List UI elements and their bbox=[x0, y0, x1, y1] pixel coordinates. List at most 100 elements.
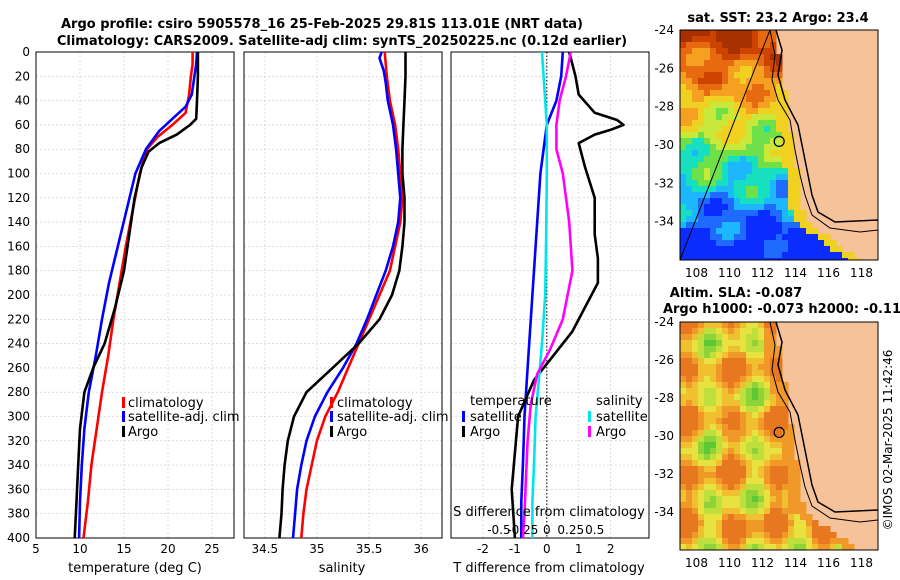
sla-cell bbox=[770, 424, 777, 431]
sst-cell bbox=[740, 114, 747, 121]
sst-cell bbox=[686, 186, 693, 193]
sst-cell bbox=[770, 174, 777, 181]
map-lon-tick-label: 110 bbox=[718, 266, 741, 280]
sst-cell bbox=[812, 228, 819, 235]
sst-cell bbox=[734, 144, 741, 151]
sla-cell bbox=[728, 478, 735, 485]
sst-cell bbox=[764, 96, 771, 103]
sst-cell bbox=[746, 108, 753, 115]
sst-cell bbox=[710, 84, 717, 91]
sla-cell bbox=[722, 526, 729, 533]
sst-cell bbox=[788, 258, 795, 260]
sst-cell bbox=[740, 222, 747, 229]
sst-cell bbox=[770, 186, 777, 193]
sst-cell bbox=[692, 210, 699, 217]
sst-cell bbox=[752, 228, 759, 235]
sla-cell bbox=[764, 436, 771, 443]
sla-cell bbox=[782, 508, 789, 515]
sst-cell bbox=[698, 114, 705, 121]
sst-cell bbox=[806, 258, 813, 260]
sst-cell bbox=[686, 54, 693, 61]
sla-cell bbox=[752, 406, 759, 413]
sla-cell bbox=[752, 334, 759, 341]
sst-cell bbox=[776, 210, 783, 217]
sla-cell bbox=[788, 502, 795, 509]
sst-cell bbox=[758, 210, 765, 217]
sst-cell bbox=[692, 216, 699, 223]
sla-cell bbox=[728, 412, 735, 419]
legend-label-satellite-adj: satellite-adj. clim bbox=[128, 410, 240, 425]
sst-cell bbox=[824, 252, 831, 259]
sst-cell bbox=[770, 204, 777, 211]
sst-cell bbox=[830, 258, 837, 260]
sla-cell bbox=[752, 520, 759, 527]
sla-cell bbox=[722, 358, 729, 365]
sla-cell bbox=[794, 532, 801, 539]
sla-cell bbox=[770, 490, 777, 497]
sla-cell bbox=[788, 538, 795, 545]
sst-cell bbox=[770, 132, 777, 139]
sst-cell bbox=[728, 66, 735, 73]
sla-cell bbox=[734, 406, 741, 413]
sla-cell bbox=[686, 334, 693, 341]
sla-cell bbox=[764, 448, 771, 455]
sst-cell bbox=[686, 162, 693, 169]
sla-cell bbox=[770, 520, 777, 527]
sla-cell bbox=[770, 412, 777, 419]
sst-cell bbox=[782, 90, 789, 97]
sla-cell bbox=[704, 358, 711, 365]
sst-cell bbox=[704, 114, 711, 121]
sst-cell bbox=[722, 132, 729, 139]
sla-cell bbox=[770, 448, 777, 455]
sla-cell bbox=[704, 424, 711, 431]
sst-cell bbox=[710, 180, 717, 187]
sst-cell bbox=[770, 96, 777, 103]
sst-cell bbox=[764, 102, 771, 109]
sla-cell bbox=[716, 334, 723, 341]
sst-cell bbox=[728, 114, 735, 121]
sla-cell bbox=[764, 490, 771, 497]
sst-cell bbox=[836, 246, 843, 253]
sla-cell bbox=[746, 406, 753, 413]
sst-cell bbox=[686, 222, 693, 229]
sla-cell bbox=[758, 364, 765, 371]
sst-cell bbox=[710, 108, 717, 115]
sst-cell bbox=[740, 60, 747, 67]
sst-cell bbox=[722, 120, 729, 127]
sst-cell bbox=[698, 228, 705, 235]
sla-cell bbox=[722, 448, 729, 455]
depth-tick-label: 120 bbox=[7, 191, 30, 205]
sst-cell bbox=[734, 204, 741, 211]
sla-cell bbox=[770, 364, 777, 371]
sla-cell bbox=[710, 436, 717, 443]
sst-cell bbox=[758, 30, 765, 37]
sst-cell bbox=[818, 252, 825, 259]
sst-cell bbox=[716, 48, 723, 55]
sla-cell bbox=[722, 472, 729, 479]
sla-cell bbox=[812, 532, 819, 539]
sst-cell bbox=[734, 42, 741, 49]
sst-cell bbox=[770, 84, 777, 91]
sla-cell bbox=[680, 448, 687, 455]
sst-cell bbox=[764, 48, 771, 55]
sst-cell bbox=[710, 150, 717, 157]
sst-cell bbox=[788, 252, 795, 259]
sla-cell bbox=[740, 496, 747, 503]
sst-cell bbox=[728, 120, 735, 127]
sla-cell bbox=[692, 454, 699, 461]
sst-cell bbox=[704, 42, 711, 49]
sla-cell bbox=[716, 454, 723, 461]
depth-tick-label: 400 bbox=[7, 531, 30, 545]
sla-cell bbox=[788, 436, 795, 443]
sst-cell bbox=[764, 198, 771, 205]
sst-cell bbox=[770, 120, 777, 127]
sst-cell bbox=[758, 126, 765, 133]
sst-cell bbox=[680, 30, 687, 37]
sla-cell bbox=[728, 418, 735, 425]
sla-cell bbox=[686, 484, 693, 491]
sla-cell bbox=[686, 460, 693, 467]
sla-cell bbox=[758, 376, 765, 383]
sla-cell bbox=[710, 490, 717, 497]
sst-cell bbox=[770, 240, 777, 247]
depth-tick-label: 60 bbox=[15, 118, 30, 132]
